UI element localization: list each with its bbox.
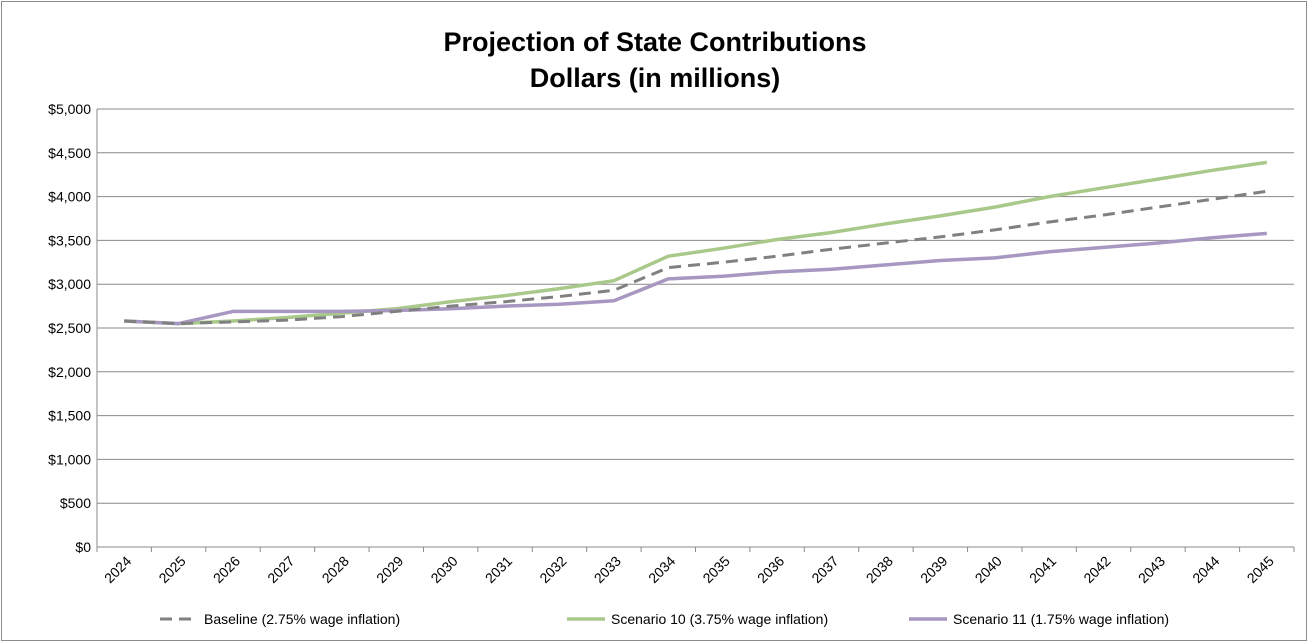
legend-label-0: Baseline (2.75% wage inflation)	[204, 611, 400, 627]
x-tick-label: 2031	[482, 553, 515, 586]
x-tick-label: 2030	[427, 553, 460, 586]
x-tick-label: 2033	[591, 553, 624, 586]
x-tick-label: 2027	[264, 553, 297, 586]
x-tick-label: 2040	[972, 553, 1005, 586]
x-tick-label: 2037	[808, 553, 841, 586]
x-tick-label: 2035	[699, 553, 732, 586]
y-tick-label: $5,000	[48, 101, 91, 117]
x-tick-label: 2044	[1189, 553, 1222, 586]
y-tick-label: $500	[60, 495, 91, 511]
x-tick-label: 2034	[645, 553, 678, 586]
series-lines	[124, 160, 1268, 326]
y-axis-ticks: $0 $500 $1,000 $1,500 $2,000 $2,500 $3,000 $3,5…	[48, 101, 91, 555]
legend-label-1: Scenario 10 (3.75% wage inflation)	[611, 611, 828, 627]
y-tick-label: $3,000	[48, 276, 91, 292]
chart-title-line-1: Projection of State Contributions	[444, 27, 867, 57]
x-tick-label: 2045	[1244, 553, 1277, 586]
legend-label-2: Scenario 11 (1.75% wage inflation)	[953, 611, 1169, 627]
x-tick-label: 2024	[101, 553, 134, 586]
y-tick-label: $0	[75, 539, 91, 555]
series-line-2	[124, 231, 1267, 326]
y-tick-label: $1,500	[48, 408, 91, 424]
x-tick-label: 2038	[863, 553, 896, 586]
series-line-0	[124, 189, 1268, 326]
x-tick-label: 2025	[155, 553, 188, 586]
x-tick-label: 2028	[319, 553, 352, 586]
chart-title-line-2: Dollars (in millions)	[530, 63, 781, 93]
legend: Baseline (2.75% wage inflation) Scenario …	[160, 611, 1169, 627]
gridlines	[97, 108, 1294, 548]
y-tick-label: $1,000	[48, 451, 91, 467]
y-tick-label: $2,500	[48, 320, 91, 336]
y-tick-label: $2,000	[48, 364, 91, 380]
y-tick-label: $4,000	[48, 189, 91, 205]
x-tick-label: 2032	[536, 553, 569, 586]
x-tick-label: 2036	[754, 553, 787, 586]
x-tick-label: 2041	[1026, 553, 1059, 586]
x-tick-label: 2043	[1135, 553, 1168, 586]
x-tick-label: 2026	[210, 553, 243, 586]
axes	[96, 109, 1295, 552]
y-tick-label: $4,500	[48, 145, 91, 161]
x-tick-label: 2042	[1080, 553, 1113, 586]
y-tick-label: $3,500	[48, 232, 91, 248]
x-tick-label: 2029	[373, 553, 406, 586]
x-tick-label: 2039	[917, 553, 950, 586]
series-line-1	[124, 160, 1268, 326]
x-axis-ticks: 2024 2025 2026 2027 2028 2029 2030 2031 2032 2033…	[101, 553, 1277, 586]
